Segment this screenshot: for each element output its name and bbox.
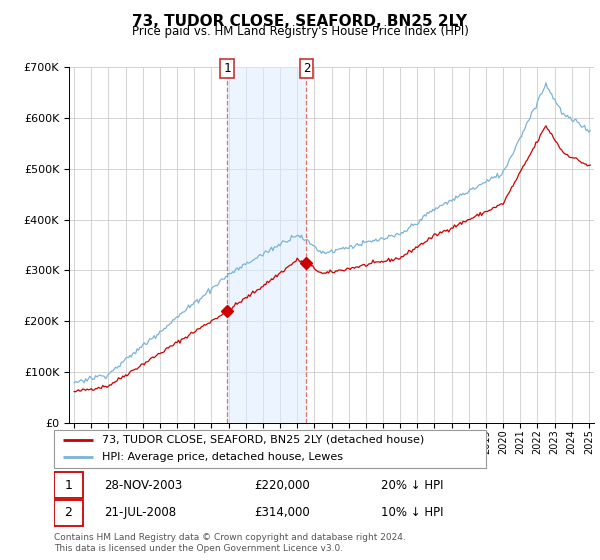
Text: 28-NOV-2003: 28-NOV-2003	[104, 479, 182, 492]
Text: 1: 1	[223, 62, 231, 75]
Text: 73, TUDOR CLOSE, SEAFORD, BN25 2LY (detached house): 73, TUDOR CLOSE, SEAFORD, BN25 2LY (deta…	[101, 435, 424, 445]
Text: 21-JUL-2008: 21-JUL-2008	[104, 506, 176, 519]
Bar	[227, 67, 307, 423]
Text: 10% ↓ HPI: 10% ↓ HPI	[382, 506, 444, 519]
Text: HPI: Average price, detached house, Lewes: HPI: Average price, detached house, Lewe…	[101, 452, 343, 463]
Text: 73, TUDOR CLOSE, SEAFORD, BN25 2LY: 73, TUDOR CLOSE, SEAFORD, BN25 2LY	[133, 14, 467, 29]
Text: 1: 1	[64, 479, 72, 492]
FancyBboxPatch shape	[54, 500, 83, 526]
Text: 2: 2	[303, 62, 310, 75]
Text: £220,000: £220,000	[254, 479, 310, 492]
Text: £314,000: £314,000	[254, 506, 310, 519]
Text: Contains HM Land Registry data © Crown copyright and database right 2024.
This d: Contains HM Land Registry data © Crown c…	[54, 533, 406, 553]
Text: Price paid vs. HM Land Registry's House Price Index (HPI): Price paid vs. HM Land Registry's House …	[131, 25, 469, 38]
Text: 20% ↓ HPI: 20% ↓ HPI	[382, 479, 444, 492]
FancyBboxPatch shape	[54, 430, 486, 468]
FancyBboxPatch shape	[54, 472, 83, 498]
Text: 2: 2	[64, 506, 72, 519]
